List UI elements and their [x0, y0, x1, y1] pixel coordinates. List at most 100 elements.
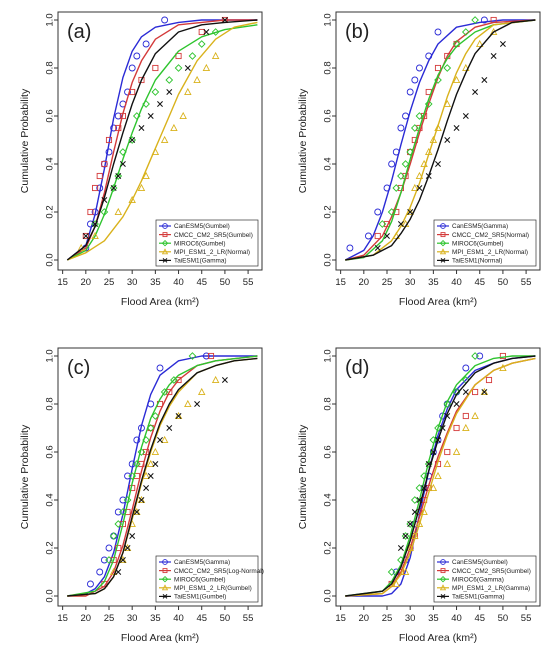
observed-point [397, 545, 404, 551]
observed-point [443, 99, 452, 108]
observed-point [430, 449, 437, 455]
observed-point [411, 76, 419, 84]
y-tick-label: 0.6 [323, 445, 334, 458]
observed-point [480, 387, 489, 396]
observed-point [387, 568, 396, 576]
observed-point [188, 352, 197, 360]
observed-point [462, 63, 470, 72]
observed-point [472, 388, 479, 396]
fitted-curve [345, 355, 536, 597]
y-tick-label: 0.2 [323, 205, 334, 218]
x-tick-label: 40 [451, 613, 462, 624]
legend-entry: CanESM5(Gumbel) [174, 223, 230, 230]
legend-marker [440, 258, 446, 263]
observed-point [128, 136, 137, 144]
observed-point [142, 171, 150, 180]
observed-point [434, 28, 442, 36]
observed-point [471, 16, 479, 24]
panel-label: (d) [345, 357, 369, 379]
y-tick-label: 0.0 [45, 253, 56, 266]
fitted-curve [344, 19, 536, 261]
observed-point [160, 135, 169, 144]
observed-point [443, 400, 452, 408]
legend-marker [162, 232, 168, 238]
legend-marker [162, 258, 168, 263]
observed-point [152, 64, 159, 72]
observed-point [434, 471, 442, 480]
x-tick-label: 55 [243, 613, 254, 624]
observed-point [115, 544, 122, 552]
observed-point [374, 245, 381, 251]
observed-point [452, 75, 461, 84]
observed-point [453, 424, 460, 432]
observed-point [124, 545, 131, 551]
observed-point [96, 184, 104, 192]
legend-marker [161, 248, 169, 255]
observed-point [174, 411, 183, 420]
fitted-curve [345, 19, 536, 261]
y-tick-label: 0.2 [45, 205, 56, 218]
series-canesm5 [67, 352, 258, 597]
y-tick-label: 1.0 [323, 349, 334, 362]
observed-point [138, 424, 145, 432]
observed-point [425, 173, 432, 179]
observed-point [401, 532, 410, 540]
observed-point [133, 52, 141, 60]
legend-entry: MIROC6(Gumbel) [174, 240, 226, 247]
observed-point [91, 208, 99, 216]
observed-point [203, 29, 210, 35]
observed-point [123, 496, 132, 504]
fitted-curve [345, 357, 536, 597]
observed-point [105, 544, 113, 552]
observed-point [420, 159, 428, 168]
x-tick-label: 55 [521, 277, 532, 288]
observed-point [406, 520, 415, 528]
observed-point [114, 520, 123, 528]
observed-point [170, 123, 178, 132]
y-tick-label: 0.6 [323, 109, 334, 122]
legend-marker [161, 584, 169, 591]
y-axis-title: Cumulative Probability [297, 88, 309, 193]
legend-entry: MIROC6(Gumbel) [452, 240, 504, 247]
observed-point [129, 533, 136, 539]
y-axis-title: Cumulative Probability [19, 88, 31, 193]
x-tick-label: 25 [104, 277, 115, 288]
x-tick-label: 25 [382, 277, 393, 288]
observed-point [406, 543, 414, 552]
observed-point [374, 232, 381, 240]
panel-4: 15 20 25 30 35 40 45 50 55 0.0 0.2 0.4 0.6 0.8 1.0 Floo… [297, 347, 541, 644]
observed-point [397, 221, 404, 227]
observed-point [82, 233, 89, 239]
observed-point [453, 401, 460, 407]
observed-point [425, 52, 433, 60]
observed-point [462, 113, 469, 119]
observed-point [142, 436, 150, 444]
observed-point [197, 40, 206, 48]
x-tick-label: 55 [243, 277, 254, 288]
legend-marker [439, 248, 447, 255]
legend-marker [161, 239, 169, 247]
y-tick-label: 1.0 [323, 13, 334, 26]
x-tick-label: 20 [359, 277, 370, 288]
y-tick-label: 0.0 [323, 253, 334, 266]
observed-point [490, 53, 497, 59]
observed-point [193, 75, 201, 84]
legend-box [155, 219, 259, 267]
y-tick-label: 0.2 [323, 541, 334, 554]
y-tick-label: 0.8 [323, 397, 334, 410]
x-tick-label: 50 [498, 613, 509, 624]
y-tick-label: 0.8 [45, 397, 56, 410]
observed-point [402, 533, 409, 539]
observed-point [147, 473, 154, 479]
legend-entry: MPI_ESM1_2_LR(Normal) [452, 249, 528, 256]
legend-box [433, 219, 537, 267]
x-tick-label: 15 [335, 277, 346, 288]
x-tick-label: 45 [196, 613, 207, 624]
panel-3: 15 20 25 30 35 40 45 50 55 0.0 0.2 0.4 0.6 0.8 1.0 Floo… [19, 347, 264, 644]
observed-point [444, 448, 451, 456]
observed-point [115, 173, 122, 179]
observed-point [480, 16, 488, 24]
observed-point [499, 352, 506, 360]
observed-point [462, 364, 470, 372]
x-tick-label: 20 [81, 277, 92, 288]
